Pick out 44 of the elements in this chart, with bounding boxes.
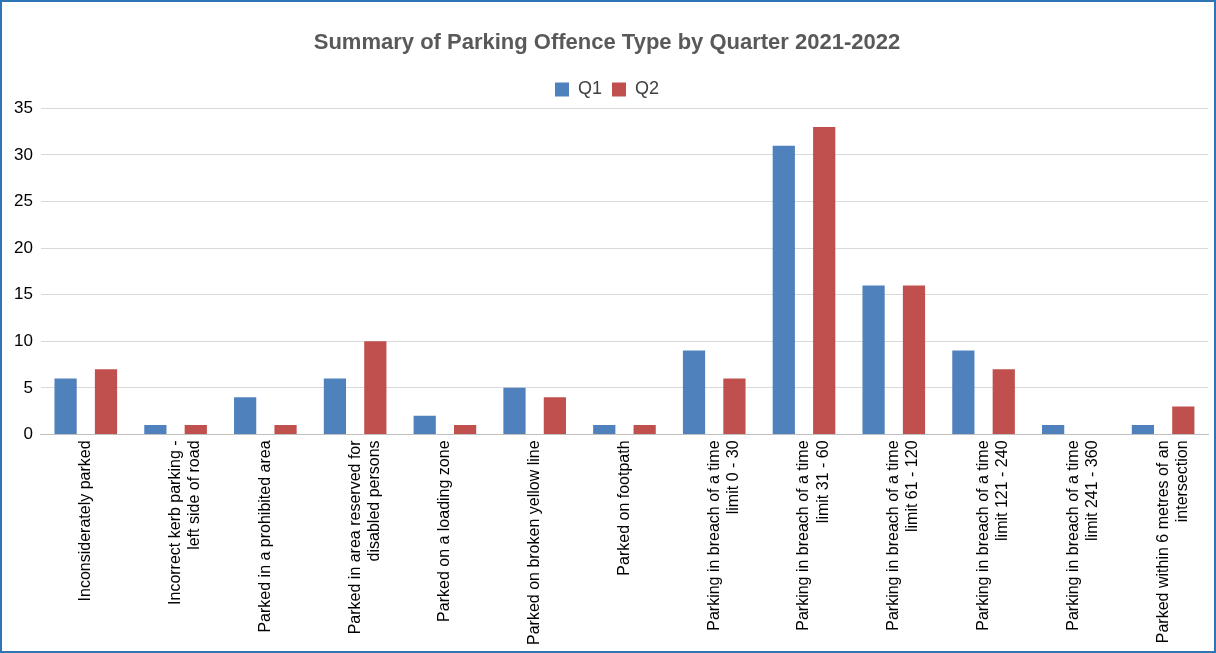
bar	[723, 378, 746, 434]
bar	[682, 350, 706, 434]
legend-label: Q1	[577, 78, 602, 99]
bar	[772, 145, 795, 434]
bar	[543, 397, 566, 434]
bar	[453, 425, 477, 434]
bar	[364, 341, 387, 434]
y-tick-label: 0	[23, 424, 33, 444]
bar	[992, 369, 1015, 434]
bar	[1172, 406, 1195, 434]
bar	[323, 378, 347, 434]
y-tick-label: 15	[13, 284, 33, 304]
chart-title: Summary of Parking Offence Type by Quarter 2021-2022	[313, 29, 901, 55]
y-tick-label: 20	[13, 237, 33, 257]
bar	[413, 415, 436, 434]
y-tick-label: 25	[13, 191, 33, 211]
bar	[902, 285, 926, 434]
bar	[813, 127, 836, 434]
y-tick-label: 30	[13, 144, 33, 164]
x-tick-label: Parking in breach of a time limit 0 - 30	[704, 440, 741, 631]
bar	[54, 378, 77, 434]
bar	[94, 369, 118, 434]
bar	[234, 397, 257, 434]
bar	[184, 425, 207, 434]
legend-label: Q2	[635, 78, 660, 99]
x-tick-label: Parked in area reserved for disabled persons	[345, 439, 382, 635]
bar	[952, 350, 975, 434]
y-tick-label: 10	[13, 330, 33, 350]
bar	[633, 425, 656, 434]
bar	[593, 425, 616, 434]
x-tick-label: Parked on footpath	[614, 440, 632, 576]
bar	[144, 425, 167, 434]
bar	[274, 425, 297, 434]
y-tick-label: 5	[23, 377, 33, 397]
bar	[862, 285, 885, 434]
bar	[1131, 425, 1155, 434]
y-tick-label: 35	[13, 98, 33, 118]
bar	[503, 387, 526, 434]
x-tick-label: Parked in a prohibited area	[255, 440, 273, 633]
x-tick-label: Inconsiderately parked	[76, 440, 94, 602]
x-tick-label: Parked on a loading zone	[435, 440, 453, 622]
bar	[1042, 425, 1065, 434]
x-tick-label: Incorrect kerb parking - left side of road	[165, 440, 203, 605]
x-tick-label: Parked on broken yellow line	[525, 440, 543, 645]
